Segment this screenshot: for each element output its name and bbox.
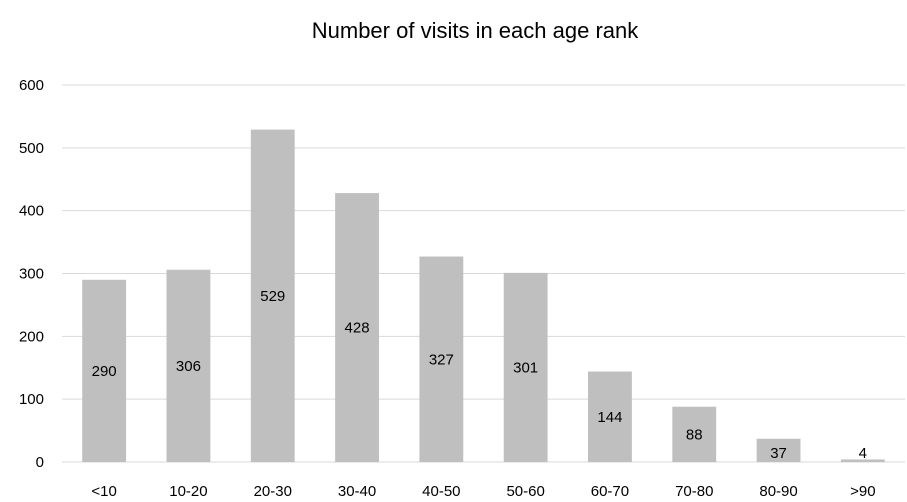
bar-20-30 (250, 129, 295, 462)
x-tick-label: 50-60 (506, 483, 544, 500)
x-tick-label: 80-90 (759, 483, 797, 500)
x-tick-label: 20-30 (254, 483, 292, 500)
x-tick-label: 40-50 (422, 483, 460, 500)
x-axis-ticks: <10 10-20 20-30 30-40 40-50 50-60 60-70 70-80 80… (91, 483, 875, 500)
y-tick-label: 500 (19, 140, 44, 157)
bar->90 (840, 459, 885, 462)
y-axis-ticks: 0 100 200 300 400 500 600 (19, 77, 44, 471)
data-label: 290 (92, 363, 117, 380)
bar-<10 (82, 279, 127, 462)
data-label: 301 (513, 359, 538, 376)
chart-title: Number of visits in each age rank (312, 18, 639, 43)
y-tick-label: 600 (19, 77, 44, 94)
data-label: 88 (686, 426, 703, 443)
x-tick-label: 70-80 (675, 483, 713, 500)
x-tick-label: 30-40 (338, 483, 376, 500)
x-tick-label: 60-70 (591, 483, 629, 500)
data-label: 428 (345, 320, 370, 337)
bar-30-40 (335, 193, 379, 462)
bar-10-20 (166, 269, 211, 462)
y-tick-label: 100 (19, 391, 44, 408)
data-label: 306 (176, 358, 201, 375)
bar-70-80 (672, 406, 717, 462)
data-label: 4 (859, 445, 867, 462)
data-label: 327 (429, 351, 454, 368)
bar-50-60 (503, 272, 548, 462)
x-tick-label: 10-20 (169, 483, 207, 500)
bar-80-90 (756, 438, 801, 462)
y-tick-label: 200 (19, 328, 44, 345)
bar-40-50 (419, 256, 464, 462)
bar-60-70 (588, 371, 632, 462)
x-tick-label: >90 (850, 483, 875, 500)
y-tick-label: 400 (19, 203, 44, 220)
data-labels: 290 306 529 428 327 301 144 88 37 4 (92, 288, 867, 462)
y-tick-label: 300 (19, 266, 44, 283)
x-tick-label: <10 (91, 483, 116, 500)
y-tick-label: 0 (36, 454, 44, 471)
bars (82, 129, 885, 462)
data-label: 529 (260, 288, 285, 305)
data-label: 37 (770, 445, 787, 462)
data-label: 144 (597, 409, 622, 426)
